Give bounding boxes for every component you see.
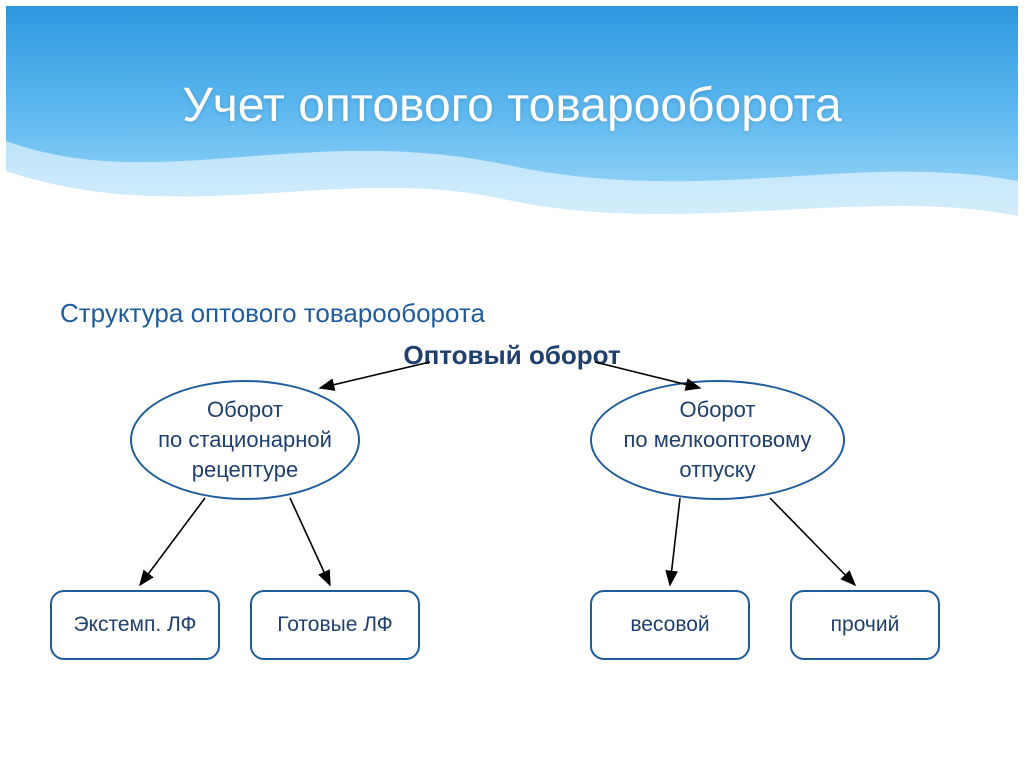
leaf-label: весовой (630, 613, 709, 637)
wave-decoration (6, 6, 1018, 286)
ellipse-line: Оборот (207, 395, 283, 425)
ellipse-line: Оборот (679, 395, 755, 425)
ellipse-line: отпуску (679, 455, 755, 485)
page-title: Учет оптового товарооборота (0, 78, 1024, 133)
leaf-label: Экстемп. ЛФ (73, 613, 196, 637)
leaf-node-ready: Готовые ЛФ (250, 590, 420, 660)
ellipse-node-stationary: Оборот по стационарной рецептуре (130, 380, 360, 500)
leaf-node-weight: весовой (590, 590, 750, 660)
header-banner (0, 0, 1024, 280)
ellipse-line: по мелкооптовому (623, 425, 811, 455)
root-node-label: Оптовый оборот (403, 340, 620, 371)
leaf-label: прочий (831, 613, 900, 637)
ellipse-line: рецептуре (192, 455, 299, 485)
leaf-node-other: прочий (790, 590, 940, 660)
ellipse-node-smallwholesale: Оборот по мелкооптовому отпуску (590, 380, 845, 500)
leaf-label: Готовые ЛФ (277, 613, 393, 637)
leaf-node-extemp: Экстемп. ЛФ (50, 590, 220, 660)
ellipse-line: по стационарной (158, 425, 332, 455)
subtitle: Структура оптового товарооборота (60, 298, 485, 329)
